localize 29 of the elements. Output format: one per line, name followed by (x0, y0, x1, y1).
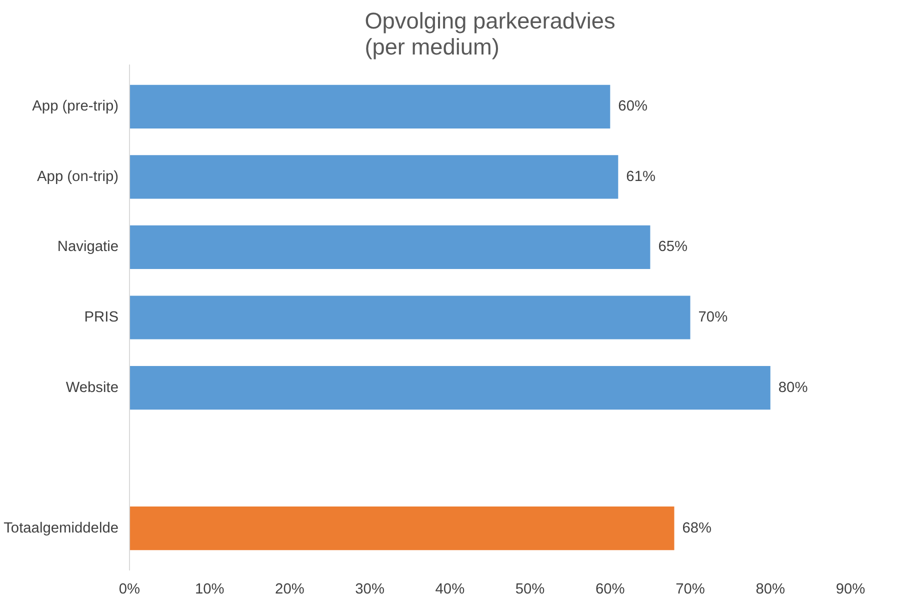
data-label: 68% (682, 520, 712, 536)
data-label: 65% (658, 239, 688, 256)
chart-title: Opvolging parkeeradvies (per medium) (364, 8, 616, 60)
data-label: 61% (626, 168, 656, 185)
y-tick-label: Website (66, 380, 119, 396)
x-tick-label: 60% (596, 582, 625, 598)
x-tick-label: 30% (355, 582, 385, 598)
x-tick-label: 20% (275, 582, 304, 598)
y-tick-label: App (on-trip) (37, 168, 119, 185)
y-tick-label: Totaalgemiddelde (4, 520, 119, 536)
bar (130, 506, 674, 550)
x-tick-label: 80% (756, 582, 786, 598)
bar (130, 155, 618, 199)
bar (130, 225, 650, 270)
data-label: 80% (778, 380, 808, 396)
x-tick-label: 70% (676, 582, 705, 598)
x-tick-label: 90% (836, 582, 866, 598)
y-tick-label: PRIS (84, 310, 119, 326)
data-label: 70% (698, 310, 728, 326)
x-tick-label: 10% (194, 582, 224, 598)
bar (130, 366, 770, 410)
bar (130, 296, 690, 340)
bar (130, 84, 610, 128)
x-tick-label: 0% (118, 582, 140, 598)
y-tick-label: App (pre-trip) (32, 98, 119, 115)
x-tick-label: 50% (515, 582, 545, 598)
y-tick-label: Navigatie (57, 239, 119, 256)
data-label: 60% (618, 98, 648, 115)
x-tick-label: 40% (435, 582, 465, 598)
